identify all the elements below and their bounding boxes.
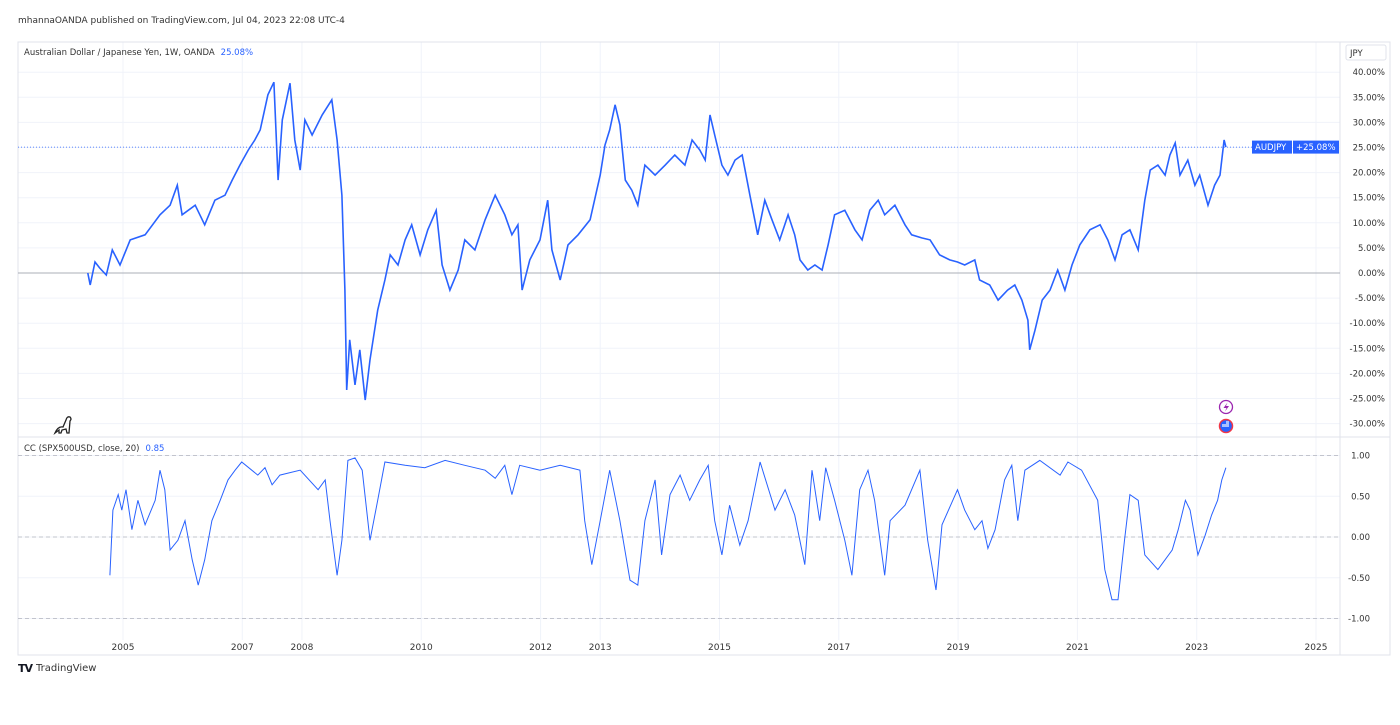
- indicator-legend: CC (SPX500USD, close, 20) 0.85: [24, 444, 164, 454]
- last-price-text: +25.08%: [1296, 143, 1336, 153]
- y-tick-label: -15.00%: [1350, 344, 1385, 354]
- tradingview-logo[interactable]: TV TradingView: [18, 662, 96, 675]
- y-tick-label: 20.00%: [1353, 169, 1385, 179]
- y-tick-label: 5.00%: [1358, 244, 1385, 254]
- indicator-y-tick-label: 0.00: [1351, 533, 1370, 543]
- x-tick-label: 2010: [410, 643, 433, 653]
- x-tick-label: 2017: [827, 643, 850, 653]
- indicator-legend-value: 0.85: [145, 444, 164, 454]
- indicator-y-tick-label: 1.00: [1351, 452, 1370, 462]
- correlation-series-line: [109, 457, 1227, 601]
- x-tick-label: 2021: [1066, 643, 1089, 653]
- x-tick-label: 2008: [290, 643, 313, 653]
- grid: [18, 42, 1340, 640]
- indicator-y-tick-label: -0.50: [1348, 574, 1370, 584]
- y-tick-label: 40.00%: [1353, 68, 1385, 78]
- x-tick-label: 2015: [708, 643, 731, 653]
- x-tick-label: 2019: [947, 643, 970, 653]
- y-tick-label: 30.00%: [1353, 118, 1385, 128]
- x-tick-label: 2012: [529, 643, 552, 653]
- tradingview-logo-mark: TV: [18, 662, 33, 675]
- indicator-y-tick-label: 0.50: [1351, 492, 1370, 502]
- symbol-label-text: AUDJPY: [1255, 143, 1287, 153]
- chart-frame: [17, 41, 1391, 656]
- publisher-line: mhannaOANDA published on TradingView.com…: [18, 16, 345, 26]
- tradingview-logo-text: TradingView: [36, 663, 97, 674]
- indicator-y-tick-label: -1.00: [1348, 615, 1370, 625]
- y-tick-label: -10.00%: [1350, 319, 1385, 329]
- lightning-icon[interactable]: [1218, 399, 1234, 415]
- x-tick-label: 2025: [1305, 643, 1328, 653]
- last-price-badge: [1293, 140, 1339, 154]
- y-tick-label: -30.00%: [1350, 420, 1385, 430]
- x-tick-label: 2013: [589, 643, 612, 653]
- currency-unit-button[interactable]: [1345, 44, 1387, 61]
- audjpy-series-line: [87, 81, 1227, 401]
- y-tick-label: 35.00%: [1353, 93, 1385, 103]
- main-legend: Australian Dollar / Japanese Yen, 1W, OA…: [24, 48, 253, 58]
- y-tick-label: -20.00%: [1350, 369, 1385, 379]
- main-legend-title: Australian Dollar / Japanese Yen, 1W, OA…: [24, 48, 215, 58]
- y-tick-label: 10.00%: [1353, 219, 1385, 229]
- dinosaur-icon: [53, 416, 72, 435]
- symbol-label-badge: [1252, 140, 1292, 154]
- y-tick-label: 25.00%: [1353, 144, 1385, 154]
- y-tick-label: 0.00%: [1358, 269, 1385, 279]
- x-tick-label: 2023: [1185, 643, 1208, 653]
- indicator-legend-title: CC (SPX500USD, close, 20): [24, 444, 139, 454]
- flag-icon[interactable]: [1218, 418, 1234, 434]
- currency-unit-label: JPY: [1349, 49, 1363, 59]
- main-legend-value: 25.08%: [221, 48, 253, 58]
- y-tick-label: 15.00%: [1353, 194, 1385, 204]
- y-tick-label: -25.00%: [1350, 395, 1385, 405]
- y-tick-label: -5.00%: [1355, 294, 1385, 304]
- x-tick-label: 2007: [231, 643, 254, 653]
- x-tick-label: 2005: [112, 643, 135, 653]
